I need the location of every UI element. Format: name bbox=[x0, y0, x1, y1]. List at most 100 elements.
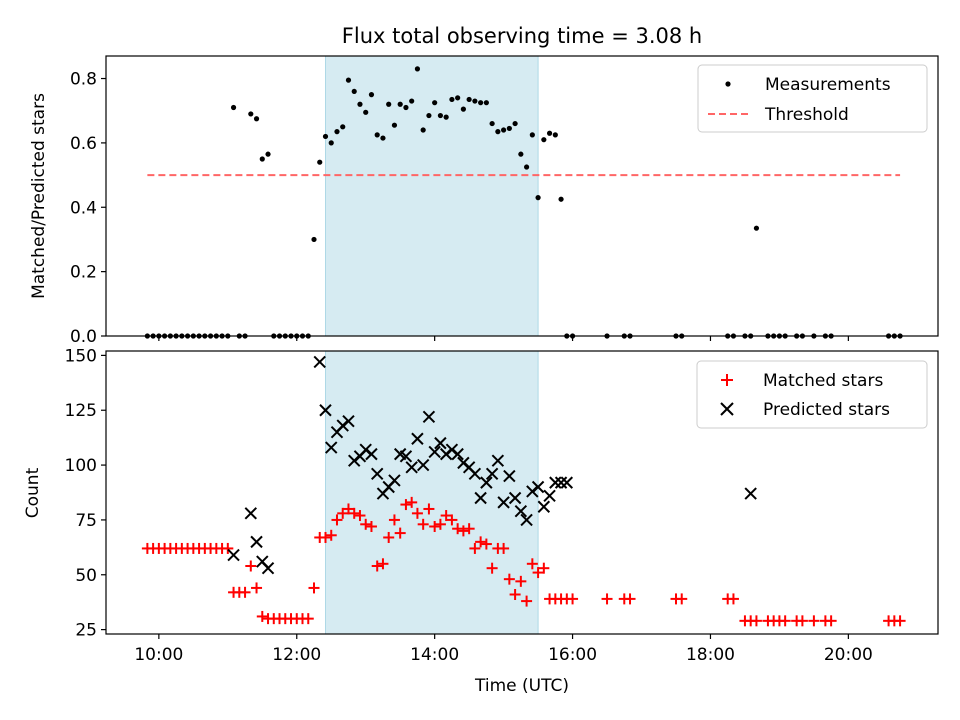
y-tick-label-top-4: 0.8 bbox=[70, 70, 97, 90]
predicted-stars-point-37 bbox=[497, 496, 510, 509]
y-tick-label-bot-1: 50 bbox=[75, 566, 97, 586]
x-axis-label: Time (UTC) bbox=[474, 676, 569, 696]
y-tick-label-top-1: 0.2 bbox=[70, 263, 97, 283]
y-tick-label-bot-3: 100 bbox=[65, 456, 97, 476]
bottom-y-ticks: 25 50 75 100 125 150 bbox=[65, 346, 106, 641]
x-tick-label-bot-0: 10:00 bbox=[134, 645, 183, 665]
predicted-stars-point-35 bbox=[485, 467, 499, 481]
measurements-point-30 bbox=[317, 159, 323, 165]
matched-stars-point-64 bbox=[509, 589, 521, 601]
measurements-point-84 bbox=[753, 225, 760, 231]
matched-stars-point-91 bbox=[808, 615, 820, 627]
measurements-point-15 bbox=[230, 104, 237, 111]
matched-stars-point-57 bbox=[469, 542, 481, 554]
predicted-stars-point-45 bbox=[543, 489, 556, 502]
measurements-point-31 bbox=[322, 133, 329, 140]
predicted-stars-point-47 bbox=[554, 476, 568, 489]
legend-measurements-marker bbox=[725, 81, 731, 87]
bottom-legend: Matched stars Predicted stars bbox=[696, 360, 928, 429]
predicted-stars-point-40 bbox=[514, 504, 528, 518]
predicted-stars-point-49 bbox=[744, 487, 757, 500]
measurements-point-57 bbox=[472, 98, 478, 104]
matched-stars-point-84 bbox=[750, 615, 762, 627]
predicted-stars-point-29 bbox=[451, 447, 464, 461]
measurements-point-69 bbox=[541, 137, 547, 143]
predicted-stars-point-36 bbox=[491, 454, 505, 467]
legend-matched-label: Matched stars bbox=[763, 371, 883, 391]
measurements-point-49 bbox=[426, 112, 432, 119]
measurements-point-53 bbox=[449, 96, 455, 103]
bottom-shaded-span bbox=[324, 350, 539, 635]
measurements-point-36 bbox=[351, 88, 357, 95]
measurements-point-52 bbox=[443, 114, 449, 120]
measurements-point-19 bbox=[253, 116, 260, 122]
x-tick-label-bot-3: 16:00 bbox=[548, 645, 597, 665]
matched-stars-point-35 bbox=[342, 503, 354, 515]
measurements-point-20 bbox=[259, 156, 265, 162]
predicted-stars-point-14 bbox=[365, 447, 378, 461]
measurements-point-65 bbox=[518, 151, 524, 157]
matched-stars-point-38 bbox=[360, 518, 372, 530]
matched-stars-point-39 bbox=[365, 521, 377, 533]
measurements-point-33 bbox=[334, 129, 340, 135]
matched-stars-point-59 bbox=[480, 538, 492, 550]
measurements-point-41 bbox=[380, 135, 386, 141]
matched-stars-point-66 bbox=[521, 595, 533, 607]
bottom-panel: 25 50 75 100 125 150 10:00 12:00 14:00 16:00 18:0… bbox=[23, 346, 939, 696]
predicted-stars-point-24 bbox=[422, 410, 436, 424]
predicted-stars-point-1 bbox=[244, 507, 258, 520]
measurements-point-61 bbox=[495, 129, 501, 135]
matched-stars-point-40 bbox=[371, 560, 383, 572]
measurements-point-21 bbox=[265, 151, 271, 157]
measurements-point-72 bbox=[558, 196, 564, 202]
chart-title: Flux total observing time = 3.08 h bbox=[342, 24, 702, 48]
measurements-point-48 bbox=[420, 127, 426, 133]
predicted-stars-point-5 bbox=[313, 355, 326, 369]
bottom-legend-box bbox=[696, 360, 928, 429]
legend-predicted-marker bbox=[720, 402, 734, 416]
predicted-stars-point-26 bbox=[434, 436, 447, 450]
top-plot-frame bbox=[105, 55, 939, 337]
x-tick-label-bot-4: 18:00 bbox=[686, 645, 735, 665]
matched-stars-point-44 bbox=[394, 527, 406, 539]
matched-stars-point-77 bbox=[624, 593, 636, 605]
matched-stars-point-81 bbox=[727, 593, 739, 605]
measurements-point-40 bbox=[374, 132, 380, 138]
y-tick-label-bot-2: 75 bbox=[75, 511, 97, 531]
y-tick-label-top-3: 0.6 bbox=[70, 134, 97, 154]
matched-stars-point-68 bbox=[532, 567, 544, 579]
predicted-stars-point-38 bbox=[503, 469, 516, 483]
measurements-point-35 bbox=[345, 77, 352, 83]
top-shaded-span bbox=[324, 55, 539, 337]
matched-stars-point-28 bbox=[302, 613, 314, 625]
top-legend-box bbox=[697, 64, 928, 133]
matched-stars-point-17 bbox=[239, 586, 251, 598]
predicted-stars-point-32 bbox=[468, 467, 482, 481]
predicted-stars-point-22 bbox=[411, 432, 424, 445]
matched-stars-point-65 bbox=[515, 575, 527, 587]
measurements-point-34 bbox=[340, 124, 346, 130]
measurements-point-51 bbox=[437, 112, 444, 119]
measurements-point-32 bbox=[328, 140, 334, 146]
measurements-point-54 bbox=[455, 95, 461, 101]
legend-measurements-label: Measurements bbox=[765, 75, 891, 95]
x-tick-label-bot-5: 20:00 bbox=[824, 645, 873, 665]
top-y-axis-label: Matched/Predicted stars bbox=[29, 93, 49, 299]
predicted-stars-point-43 bbox=[531, 480, 545, 494]
matched-stars-point-62 bbox=[498, 542, 510, 554]
matched-stars-point-51 bbox=[434, 518, 446, 530]
y-tick-label-bot-5: 150 bbox=[65, 346, 97, 366]
matched-stars-point-74 bbox=[567, 593, 579, 605]
predicted-stars-point-21 bbox=[405, 461, 418, 474]
matched-stars-point-31 bbox=[319, 531, 331, 543]
matched-stars-point-55 bbox=[457, 525, 469, 537]
measurements-point-63 bbox=[506, 125, 512, 132]
measurements-point-50 bbox=[432, 100, 438, 106]
bottom-series bbox=[141, 355, 906, 627]
matched-stars-point-96 bbox=[894, 615, 906, 627]
matched-stars-point-29 bbox=[308, 582, 320, 594]
measurements-point-64 bbox=[512, 120, 518, 127]
matched-stars-point-46 bbox=[406, 496, 418, 508]
matched-stars-point-50 bbox=[429, 521, 441, 533]
predicted-stars-point-20 bbox=[399, 450, 413, 463]
